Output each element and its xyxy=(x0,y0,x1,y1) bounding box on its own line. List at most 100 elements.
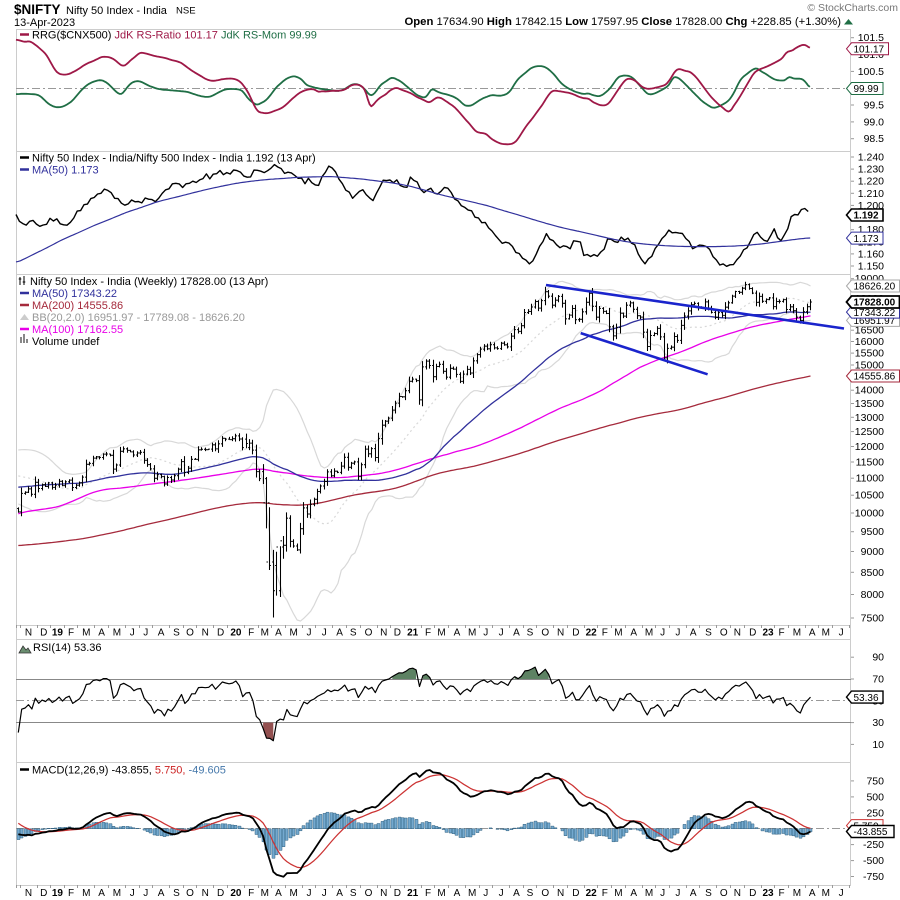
svg-text:O: O xyxy=(720,628,728,639)
svg-text:F: F xyxy=(248,628,254,639)
svg-text:8500: 8500 xyxy=(861,567,885,579)
svg-text:N: N xyxy=(734,888,741,899)
svg-text:S: S xyxy=(350,628,357,639)
svg-text:M: M xyxy=(437,888,445,899)
svg-text:J: J xyxy=(143,888,148,899)
svg-text:$NIFTY: $NIFTY xyxy=(14,2,61,17)
svg-text:14555.86: 14555.86 xyxy=(854,372,896,383)
svg-text:A: A xyxy=(630,628,637,639)
svg-text:101.5: 101.5 xyxy=(858,32,884,44)
svg-text:1.230: 1.230 xyxy=(858,164,884,176)
svg-text:1.240: 1.240 xyxy=(858,152,884,164)
svg-text:20: 20 xyxy=(230,628,242,639)
svg-text:-250: -250 xyxy=(863,839,884,851)
svg-text:O: O xyxy=(186,628,194,639)
svg-text:A: A xyxy=(98,888,105,899)
svg-text:9500: 9500 xyxy=(861,526,885,538)
svg-text:F: F xyxy=(68,628,74,639)
svg-text:A: A xyxy=(98,628,105,639)
svg-text:A: A xyxy=(336,628,343,639)
svg-text:F: F xyxy=(779,888,785,899)
svg-text:J: J xyxy=(483,628,488,639)
svg-text:Nifty 50 Index - India/Nifty 5: Nifty 50 Index - India/Nifty 500 Index -… xyxy=(32,153,316,165)
svg-text:1.150: 1.150 xyxy=(858,261,884,273)
svg-text:10: 10 xyxy=(872,739,884,751)
svg-text:99.0: 99.0 xyxy=(864,116,885,128)
svg-text:M: M xyxy=(261,628,269,639)
svg-text:D: D xyxy=(217,628,224,639)
svg-text:MA(200) 14555.86: MA(200) 14555.86 xyxy=(32,300,123,312)
svg-text:D: D xyxy=(572,628,579,639)
svg-text:M: M xyxy=(468,888,476,899)
svg-text:A: A xyxy=(690,628,697,639)
svg-text:D: D xyxy=(394,628,401,639)
svg-text:10500: 10500 xyxy=(855,490,884,502)
svg-text:Nifty 50 Index - India: Nifty 50 Index - India xyxy=(66,5,168,17)
svg-text:N: N xyxy=(557,888,564,899)
svg-text:D: D xyxy=(217,888,224,899)
svg-text:21: 21 xyxy=(407,628,419,639)
svg-text:99.5: 99.5 xyxy=(864,100,885,112)
svg-text:11000: 11000 xyxy=(856,473,885,485)
svg-text:N: N xyxy=(380,888,387,899)
svg-text:RRG($CNX500) JdK RS-Ratio 101.: RRG($CNX500) JdK RS-Ratio 101.17 JdK RS-… xyxy=(32,30,317,42)
svg-text:100.5: 100.5 xyxy=(858,66,884,78)
svg-text:D: D xyxy=(749,888,756,899)
svg-text:750: 750 xyxy=(866,775,884,787)
svg-text:M: M xyxy=(261,888,269,899)
svg-text:J: J xyxy=(143,628,148,639)
svg-text:J: J xyxy=(483,888,488,899)
svg-text:53.36: 53.36 xyxy=(854,693,879,704)
svg-text:F: F xyxy=(68,888,74,899)
svg-text:-750: -750 xyxy=(863,871,884,883)
svg-text:11500: 11500 xyxy=(856,457,885,469)
svg-text:O: O xyxy=(186,888,194,899)
svg-text:NSE: NSE xyxy=(176,6,196,17)
svg-text:A: A xyxy=(454,628,461,639)
svg-text:O: O xyxy=(365,888,373,899)
svg-text:J: J xyxy=(322,888,327,899)
svg-text:30: 30 xyxy=(872,717,884,729)
svg-text:-43.855: -43.855 xyxy=(854,827,888,838)
svg-text:D: D xyxy=(40,888,47,899)
svg-text:19: 19 xyxy=(52,628,64,639)
svg-text:20: 20 xyxy=(230,888,242,899)
svg-text:J: J xyxy=(322,628,327,639)
svg-text:M: M xyxy=(113,628,121,639)
svg-text:BB(20,2.0) 16951.97 - 17789.08: BB(20,2.0) 16951.97 - 17789.08 - 18626.2… xyxy=(32,312,245,324)
svg-text:D: D xyxy=(572,888,579,899)
svg-text:D: D xyxy=(749,628,756,639)
svg-text:90: 90 xyxy=(872,652,884,664)
svg-text:22: 22 xyxy=(586,888,598,899)
svg-text:M: M xyxy=(113,888,121,899)
svg-text:21: 21 xyxy=(407,888,419,899)
svg-text:18626.20: 18626.20 xyxy=(854,282,896,293)
svg-text:F: F xyxy=(602,628,608,639)
svg-text:N: N xyxy=(202,628,209,639)
svg-text:A: A xyxy=(275,888,282,899)
svg-text:17828.00: 17828.00 xyxy=(854,298,896,309)
svg-text:J: J xyxy=(660,888,665,899)
svg-text:8000: 8000 xyxy=(861,589,885,601)
svg-text:500: 500 xyxy=(866,791,884,803)
svg-text:A: A xyxy=(809,888,816,899)
svg-text:15000: 15000 xyxy=(855,360,884,372)
svg-text:9000: 9000 xyxy=(861,546,885,558)
svg-text:MA(50) 17343.22: MA(50) 17343.22 xyxy=(32,288,117,300)
svg-text:M: M xyxy=(614,628,622,639)
svg-text:70: 70 xyxy=(872,674,884,686)
svg-text:S: S xyxy=(527,628,534,639)
svg-text:F: F xyxy=(425,888,431,899)
svg-text:O: O xyxy=(720,888,728,899)
svg-text:A: A xyxy=(158,628,165,639)
svg-text:N: N xyxy=(380,628,387,639)
svg-text:S: S xyxy=(705,628,712,639)
svg-text:A: A xyxy=(690,888,697,899)
svg-text:23: 23 xyxy=(762,888,774,899)
svg-text:J: J xyxy=(675,628,680,639)
svg-text:Open 17634.90 High 17842.15 Lo: Open 17634.90 High 17842.15 Low 17597.95… xyxy=(404,16,841,28)
svg-text:D: D xyxy=(40,628,47,639)
svg-text:© StockCharts.com: © StockCharts.com xyxy=(807,2,898,14)
svg-text:M: M xyxy=(82,888,90,899)
svg-text:23: 23 xyxy=(762,628,774,639)
